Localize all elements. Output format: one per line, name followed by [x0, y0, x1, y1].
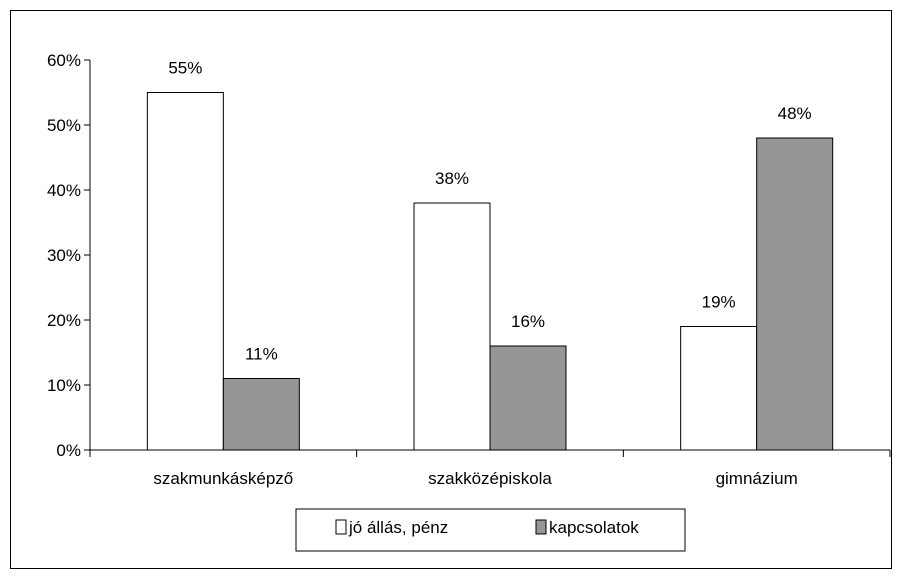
data-label: 48%: [778, 104, 812, 123]
data-label: 38%: [435, 169, 469, 188]
legend-label-kapcsolatok: kapcsolatok: [549, 518, 639, 537]
legend-label-jo-allas-penz: jó állás, pénz: [348, 518, 448, 537]
bar: [413, 202, 491, 451]
data-label: 19%: [702, 293, 736, 312]
data-label: 11%: [245, 345, 278, 364]
bar: [222, 378, 300, 451]
y-tick-label: 50%: [47, 116, 81, 135]
data-label: 55%: [168, 59, 202, 78]
data-label: 16%: [511, 312, 545, 331]
y-tick-label: 0%: [56, 441, 81, 460]
legend: jó állás, pénz kapcsolatok: [295, 508, 686, 552]
x-category-label: szakmunkásképző: [153, 469, 293, 488]
bar: [756, 137, 834, 451]
legend-swatch-jo-allas-penz: [335, 519, 347, 535]
legend-box: [295, 508, 686, 552]
bar: [146, 92, 224, 451]
y-tick-label: 60%: [47, 51, 81, 70]
bars: [146, 92, 834, 451]
y-tick-label: 10%: [47, 376, 81, 395]
y-tick-label: 30%: [47, 246, 81, 265]
x-category-label: gimnázium: [716, 469, 798, 488]
bar: [680, 326, 758, 451]
y-tick-label: 40%: [47, 181, 81, 200]
bar: [489, 345, 567, 451]
legend-swatch-kapcsolatok: [535, 519, 547, 535]
x-category-label: szakközépiskola: [428, 469, 552, 488]
y-tick-label: 20%: [47, 311, 81, 330]
labels: szakmunkásképző 55% 11% szakközépiskola 38% 1…: [153, 59, 811, 489]
